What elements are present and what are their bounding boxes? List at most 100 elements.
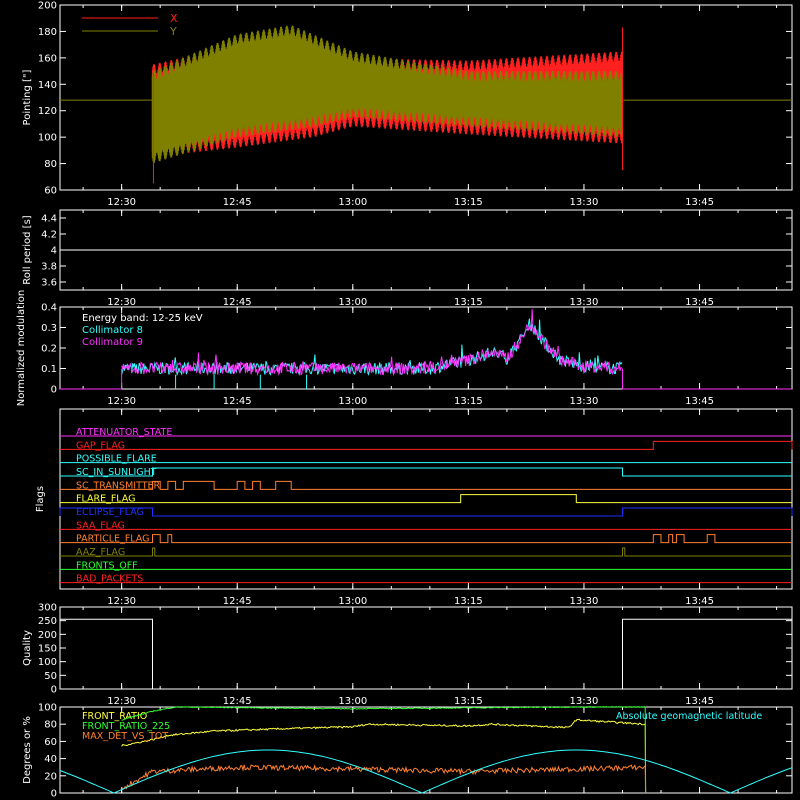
y-tick-label: 100 (38, 657, 57, 668)
x-tick-label: 12:30 (107, 396, 136, 407)
x-tick-label: 12:45 (223, 596, 252, 607)
flag-line-aaz-flag (60, 547, 792, 557)
x-tick-label: 12:30 (107, 596, 136, 607)
y-tick-label: 4 (51, 246, 57, 257)
y-tick-label: 60 (44, 186, 57, 197)
flag-line-flare-flag (60, 494, 792, 504)
x-tick-label: 12:45 (223, 696, 252, 707)
panel-1: 12:30 12:45 13:00 13:15 13:30 13:45 60 80 100 120… (22, 1, 793, 208)
y-axis-label: Pointing ["] (22, 69, 33, 125)
series-front-ratio (121, 718, 647, 794)
y-axis-label: Degrees or % (22, 716, 33, 784)
x-tick-label: 13:45 (685, 396, 714, 407)
y-tick-label: 0.1 (41, 364, 57, 375)
panel-2: 12:30 12:45 13:00 13:15 13:30 13:45 3.6 3.8 4 4.2… (22, 209, 793, 308)
y-tick-label: 40 (44, 754, 57, 765)
flag-label-possible-flare: POSSIBLE_FLARE (76, 454, 157, 465)
x-tick-label: 13:15 (454, 596, 483, 607)
x-tick-label: 13:15 (454, 297, 483, 308)
y-tick-label: 80 (44, 720, 57, 731)
y-axis-label: Quality (22, 630, 33, 666)
y-tick-label: 50 (44, 671, 57, 682)
y-tick-label: 250 (38, 616, 57, 627)
flag-label-saa-flag: SAA_FLAG (76, 520, 125, 531)
y-tick-label: 160 (38, 53, 57, 64)
flag-line-eclipse-flag (59, 507, 793, 517)
y-tick-label: 60 (44, 737, 57, 748)
plot-stack: 12:30 12:45 13:00 13:15 13:30 13:45 60 80 100 120… (16, 1, 793, 800)
y-tick-label: 0 (51, 385, 57, 396)
flag-label-fronts-off: FRONTS_OFF (76, 560, 138, 571)
y-axis-label: Normalized modulation (16, 290, 27, 407)
y-tick-label: 0 (51, 789, 57, 800)
x-tick-label: 13:30 (570, 197, 599, 208)
x-tick-label: 13:30 (570, 696, 599, 707)
x-tick-label: 12:45 (223, 297, 252, 308)
y-tick-label: 0.3 (41, 323, 57, 334)
y-tick-label: 200 (38, 630, 57, 641)
flag-line-sc-transmitter (60, 480, 792, 490)
panel-4: 12:30 12:45 13:00 13:15 13:30 13:45 Flags ATTEN… (35, 408, 793, 607)
plot-frame (59, 706, 793, 794)
energy-band-annotation: Energy band: 12-25 keV (82, 313, 203, 324)
flag-label-eclipse-flag: ECLIPSE_FLAG (76, 507, 144, 518)
x-tick-label: 13:00 (338, 297, 367, 308)
x-tick-label: 13:45 (685, 197, 714, 208)
y-tick-label: 3.6 (41, 278, 57, 289)
flag-label-sc-in-sunlight: SC_IN_SUNLIGHT (76, 467, 157, 478)
x-tick-label: 12:45 (223, 396, 252, 407)
flag-label-attenuator-state: ATTENUATOR_STATE (76, 427, 172, 438)
y-axis-label: Flags (35, 486, 46, 512)
y-tick-label: 180 (38, 27, 57, 38)
y-tick-label: 3.8 (41, 262, 57, 273)
y-tick-label: 0.2 (41, 344, 57, 355)
y-axis-label: Roll period [s] (22, 215, 33, 284)
x-tick-label: 12:30 (107, 297, 136, 308)
x-tick-label: 12:45 (223, 197, 252, 208)
y-tick-label: 4.2 (41, 230, 57, 241)
legend-front-ratio-225: FRONT_RATIO_225 (82, 721, 170, 732)
y-tick-label: 150 (38, 644, 57, 655)
x-tick-label: 13:15 (454, 396, 483, 407)
flag-label-aaz-flag: AAZ_FLAG (76, 547, 125, 558)
plot-frame (59, 408, 793, 590)
flag-label-gap-flag: GAP_FLAG (76, 440, 125, 451)
series-max-det-vs-tot (121, 764, 647, 794)
panel-6: 12:3012:4513:0013:1513:3013:450204060801… (22, 703, 793, 800)
x-tick-label: 12:30 (107, 197, 136, 208)
y-tick-label: 0 (51, 685, 57, 696)
legend-cyan: Collimator 8 (82, 325, 143, 336)
panel-3: 12:30 12:45 13:00 13:15 13:30 13:45 0 0.1 0.2 0.3… (16, 290, 793, 407)
legend-label-x: X (170, 12, 178, 25)
quality-line (60, 618, 792, 690)
series-front-ratio-225 (121, 706, 647, 794)
series-absolute-geomagnetic-latitude (59, 749, 793, 794)
legend-front-ratio: FRONT_RATIO (82, 711, 147, 722)
collimator-9-line (121, 309, 623, 377)
plot-frame (59, 4, 793, 191)
x-tick-label: 13:45 (685, 596, 714, 607)
x-tick-label: 13:45 (685, 297, 714, 308)
y-tick-label: 100 (38, 703, 57, 714)
y-tick-label: 140 (38, 80, 57, 91)
flag-label-flare-flag: FLARE_FLAG (76, 494, 136, 505)
x-tick-label: 13:00 (338, 197, 367, 208)
panel-5: 12:30 12:45 13:00 13:15 13:30 13:45 0 50 100 150 2… (22, 603, 793, 707)
y-tick-label: 4.4 (41, 214, 57, 225)
legend-absolute-geomagnetic-latitude: Absolute geomagnetic latitude (616, 711, 762, 722)
y-tick-label: 120 (38, 106, 57, 117)
x-tick-label: 13:30 (570, 396, 599, 407)
x-tick-label: 13:15 (454, 197, 483, 208)
x-tick-label: 13:00 (338, 596, 367, 607)
x-tick-label: 13:00 (338, 696, 367, 707)
flag-label-sc-transmitter: SC_TRANSMITTER (76, 480, 161, 491)
legend-label-y: Y (169, 25, 177, 38)
x-tick-label: 13:45 (685, 696, 714, 707)
x-tick-label: 13:15 (454, 696, 483, 707)
flag-label-particle-flag: PARTICLE_FLAG (76, 534, 149, 545)
x-tick-label: 12:30 (107, 696, 136, 707)
y-tick-label: 20 (44, 771, 57, 782)
flag-line-particle-flag (60, 534, 792, 544)
legend-magenta: Collimator 9 (82, 337, 143, 348)
